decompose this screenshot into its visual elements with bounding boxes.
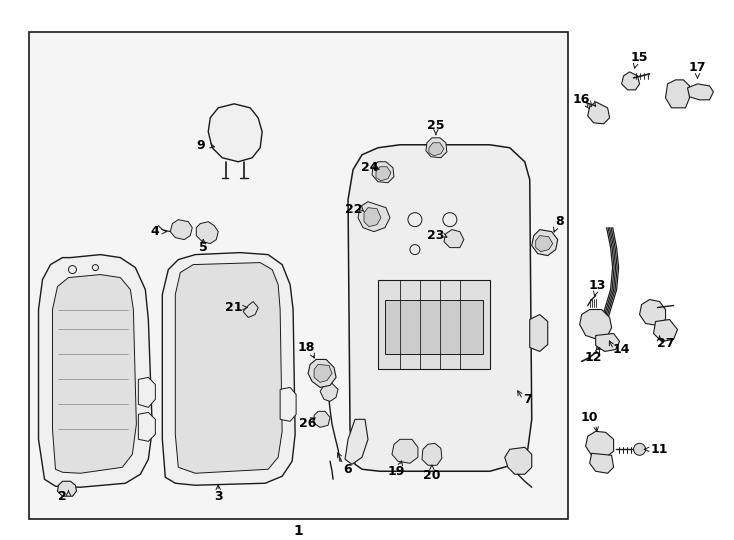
Text: 13: 13 — [589, 279, 606, 292]
Text: 11: 11 — [651, 443, 668, 456]
Polygon shape — [429, 143, 444, 156]
Polygon shape — [175, 262, 282, 473]
Text: 1: 1 — [293, 524, 303, 538]
Circle shape — [633, 443, 646, 455]
Polygon shape — [536, 235, 553, 252]
Text: 14: 14 — [613, 343, 631, 356]
Polygon shape — [372, 162, 394, 183]
Bar — [378, 280, 490, 369]
Polygon shape — [57, 481, 76, 496]
Polygon shape — [358, 201, 390, 232]
Text: 23: 23 — [427, 229, 445, 242]
Text: 2: 2 — [58, 490, 67, 503]
Polygon shape — [688, 84, 713, 100]
Polygon shape — [314, 411, 330, 427]
Bar — [29, 32, 567, 519]
Text: 3: 3 — [214, 490, 222, 503]
Text: 19: 19 — [388, 465, 404, 478]
Polygon shape — [208, 104, 262, 162]
Polygon shape — [196, 221, 218, 244]
Text: 20: 20 — [423, 469, 440, 482]
Text: 4: 4 — [150, 225, 159, 238]
Polygon shape — [345, 420, 368, 464]
Polygon shape — [653, 320, 677, 341]
Polygon shape — [364, 208, 381, 227]
Polygon shape — [280, 387, 296, 421]
Text: 21: 21 — [225, 301, 243, 314]
Text: 15: 15 — [631, 51, 648, 64]
Text: 10: 10 — [581, 411, 598, 424]
Text: 7: 7 — [523, 393, 532, 406]
Polygon shape — [392, 440, 418, 463]
Polygon shape — [586, 431, 614, 457]
Polygon shape — [376, 167, 391, 181]
Text: 26: 26 — [299, 417, 317, 430]
Polygon shape — [505, 447, 531, 474]
Polygon shape — [530, 314, 548, 352]
Text: 16: 16 — [573, 93, 590, 106]
Polygon shape — [348, 145, 531, 471]
Polygon shape — [162, 253, 295, 485]
Polygon shape — [580, 309, 611, 340]
Text: 5: 5 — [199, 241, 208, 254]
Text: 22: 22 — [345, 203, 363, 216]
Polygon shape — [596, 334, 619, 352]
Polygon shape — [243, 301, 258, 318]
Text: 8: 8 — [556, 215, 564, 228]
Polygon shape — [308, 360, 336, 387]
Text: 12: 12 — [585, 351, 603, 364]
Text: 6: 6 — [344, 463, 352, 476]
Polygon shape — [588, 102, 610, 124]
Polygon shape — [314, 364, 332, 382]
Polygon shape — [426, 138, 447, 158]
Polygon shape — [320, 383, 338, 401]
Text: 24: 24 — [361, 161, 379, 174]
Text: 18: 18 — [297, 341, 315, 354]
Polygon shape — [53, 274, 137, 473]
Polygon shape — [622, 72, 639, 90]
Polygon shape — [589, 453, 614, 473]
Text: 17: 17 — [688, 62, 706, 75]
Text: 27: 27 — [657, 337, 675, 350]
Polygon shape — [666, 80, 689, 108]
Polygon shape — [422, 443, 442, 465]
Polygon shape — [138, 377, 156, 407]
Polygon shape — [38, 254, 153, 487]
Polygon shape — [138, 413, 156, 441]
Polygon shape — [444, 230, 464, 248]
Polygon shape — [170, 220, 192, 240]
Bar — [385, 300, 483, 354]
Text: 9: 9 — [196, 139, 205, 152]
Polygon shape — [639, 300, 666, 326]
Polygon shape — [531, 230, 558, 255]
Text: 25: 25 — [427, 119, 445, 132]
